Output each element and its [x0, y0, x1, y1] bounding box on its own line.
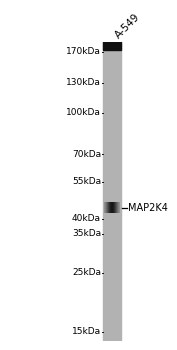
Text: 100kDa: 100kDa — [66, 108, 101, 117]
Text: 15kDa: 15kDa — [72, 327, 101, 336]
Text: MAP2K4: MAP2K4 — [128, 203, 167, 212]
Text: 35kDa: 35kDa — [72, 229, 101, 238]
Text: 25kDa: 25kDa — [72, 268, 101, 277]
Text: 170kDa: 170kDa — [66, 47, 101, 56]
Text: 55kDa: 55kDa — [72, 177, 101, 186]
Text: A-549: A-549 — [113, 12, 142, 41]
Text: 130kDa: 130kDa — [66, 78, 101, 87]
Text: 40kDa: 40kDa — [72, 214, 101, 223]
Text: 70kDa: 70kDa — [72, 149, 101, 159]
